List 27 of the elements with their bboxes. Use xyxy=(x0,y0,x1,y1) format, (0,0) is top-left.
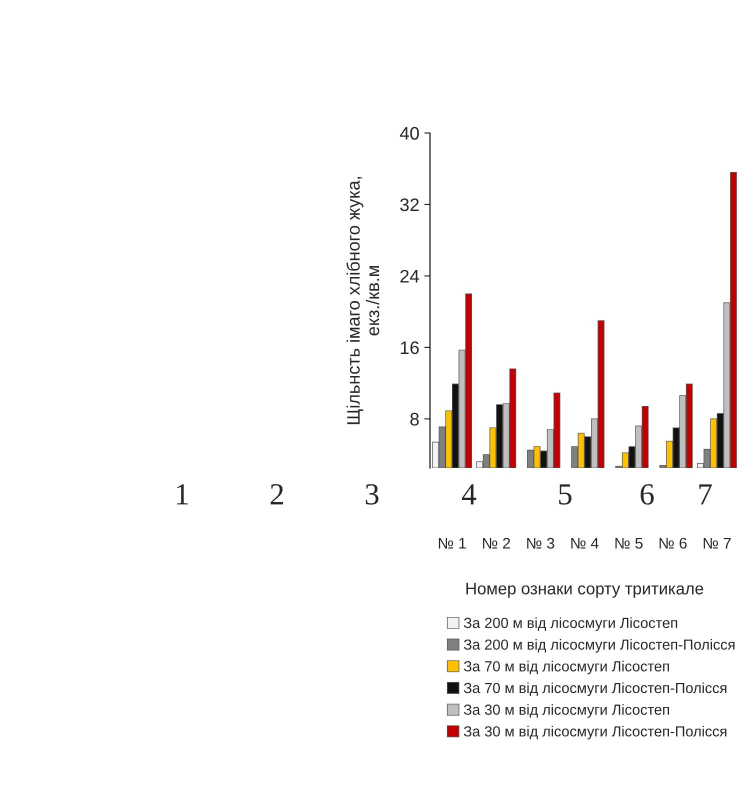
legend-label: За 30 м від лісосмуги Лісостеп xyxy=(464,704,669,718)
legend-label: За 200 м від лісосмуги Лісостеп xyxy=(464,617,678,631)
x-tick-label: № 5 xyxy=(615,538,643,549)
x-axis-title: Номер ознаки сорту тритикале xyxy=(466,582,704,598)
text: 3 xyxy=(366,484,378,505)
x-tick-label: № 6 xyxy=(660,538,687,549)
legend-label: За 70 м від лісосмуги Лісостеп xyxy=(464,660,669,674)
x-tick-label: № 3 xyxy=(527,538,554,549)
text: 2 xyxy=(270,484,283,504)
x-tick-label: № 7 xyxy=(704,538,731,549)
legend-label: За 200 м від лісосмуги Лісостеп-Полісся xyxy=(464,639,734,653)
y-tick-label: 40 xyxy=(400,126,419,140)
text: 5 xyxy=(559,484,572,505)
y-tick-label: 8 xyxy=(410,412,419,426)
text: 4 xyxy=(462,484,476,504)
legend-label: За 70 м від лісосмуги Лісостеп-Полісся xyxy=(464,682,726,696)
y-tick-label: 16 xyxy=(400,341,419,354)
x-tick-label: № 1 xyxy=(438,538,466,549)
x-tick-label: № 2 xyxy=(483,538,510,549)
x-tick-label: № 4 xyxy=(571,538,599,549)
text: 7 xyxy=(699,484,712,504)
text: 6 xyxy=(640,484,654,505)
legend-label: За 30 м від лісосмуги Лісостеп-Полісся xyxy=(464,726,726,740)
text: 1 xyxy=(177,484,188,504)
y-tick-label: 24 xyxy=(400,270,420,282)
y-tick-label: 32 xyxy=(400,198,419,212)
y-axis-title: Щільнсть імаго хлібного жука, екз./кв.м xyxy=(346,177,380,424)
